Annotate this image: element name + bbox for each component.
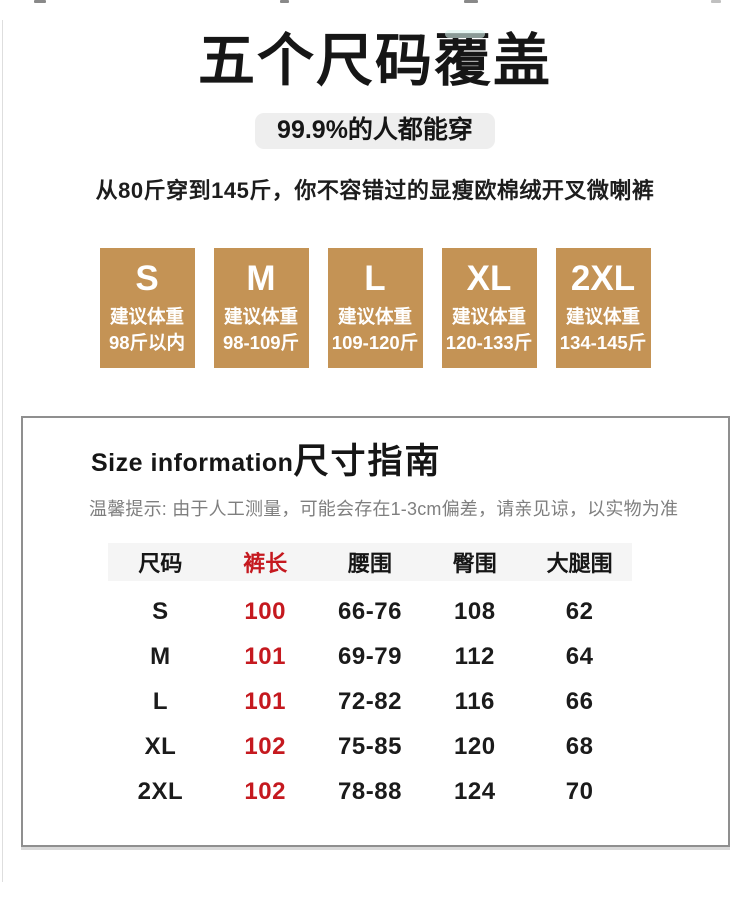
size-info-panel: Size information尺寸指南 温馨提示: 由于人工测量，可能会存在1… [21,416,730,847]
size-card-range: 98斤以内 [108,331,186,353]
size-card-label: 建议体重 [109,305,184,327]
cell-hip: 116 [454,687,495,715]
cell-hip: 108 [454,597,496,625]
size-card-size: M [246,258,276,298]
size-card-range: 98-109斤 [222,331,300,353]
table-row: M 101 69-79 112 64 [108,634,632,679]
col-header-thigh: 大腿围 [546,551,613,576]
cell-pant-length: 102 [244,777,286,805]
left-edge-hairline [2,20,3,882]
cell-hip: 124 [454,777,496,805]
coverage-badge: 99.9%的人都能穿 [255,113,495,149]
size-card-label: 建议体重 [337,305,412,327]
cell-waist: 66-76 [338,597,402,625]
table-row: XL 102 75-85 120 68 [108,724,632,769]
hero-subtitle: 从80斤穿到145斤，你不容错过的显瘦欧棉绒开叉微喇裤 [95,177,655,203]
table-row: S 100 66-76 108 62 [108,589,632,634]
cell-size: 2XL [137,777,184,805]
size-card-label: 建议体重 [451,305,526,327]
cell-hip: 120 [454,732,496,760]
size-info-title-zh: 尺寸指南 [293,442,442,481]
col-header-pant-length: 裤长 [243,551,288,576]
cell-size: L [152,687,168,715]
top-edge-artifact [34,0,46,3]
cell-size: M [150,642,171,670]
col-header-hip: 臀围 [452,551,497,576]
cell-pant-length: 101 [244,642,286,670]
size-card-label: 建议体重 [223,305,298,327]
size-table: 尺码 裤长 腰围 臀围 大腿围 S 100 66-76 108 62 M 101… [108,543,632,814]
measurement-note: 温馨提示: 由于人工测量，可能会存在1-3cm偏差，请亲见谅，以实物为准 [89,499,679,519]
cell-hip: 112 [454,642,495,670]
size-card-range: 109-120斤 [331,331,419,353]
cell-pant-length: 102 [244,732,286,760]
top-edge-artifact [280,0,289,3]
cell-pant-length: 101 [244,687,286,715]
faint-smudge-artifact [445,30,485,38]
col-header-waist: 腰围 [347,551,392,576]
cell-size: XL [144,732,177,760]
cell-waist: 75-85 [338,732,402,760]
size-card-range: 120-133斤 [445,331,533,353]
size-table-body: S 100 66-76 108 62 M 101 69-79 112 64 L … [108,589,632,814]
cell-thigh: 62 [565,597,594,625]
size-card-size: S [135,258,159,298]
size-card-label: 建议体重 [565,305,640,327]
cell-waist: 72-82 [338,687,402,715]
size-card-size: L [364,258,386,298]
cell-waist: 78-88 [338,777,402,805]
top-edge-artifact [464,0,478,3]
size-info-heading: Size information尺寸指南 [91,444,728,479]
cell-thigh: 70 [565,777,594,805]
size-card-xl: XL 建议体重 120-133斤 [441,247,537,368]
size-card-size: XL [466,258,512,298]
size-card-2xl: 2XL 建议体重 134-145斤 [555,247,651,368]
size-info-title-en: Size information [91,449,294,477]
page-title: 五个尺码覆盖 [198,29,552,93]
table-row: 2XL 102 78-88 124 70 [108,769,632,814]
cell-thigh: 64 [565,642,594,670]
table-row: L 101 72-82 116 66 [108,679,632,724]
cell-thigh: 68 [565,732,594,760]
hero-section: 五个尺码覆盖 99.9%的人都能穿 从80斤穿到145斤，你不容错过的显瘦欧棉绒… [0,0,750,205]
cell-pant-length: 100 [244,597,286,625]
size-card-s: S 建议体重 98斤以内 [99,247,195,368]
col-header-size: 尺码 [138,551,183,576]
cell-waist: 69-79 [338,642,402,670]
top-edge-artifact [711,0,721,3]
cell-thigh: 66 [565,687,594,715]
size-card-range: 134-145斤 [559,331,647,353]
size-card-size: 2XL [570,258,636,298]
size-card-l: L 建议体重 109-120斤 [327,247,423,368]
size-card-m: M 建议体重 98-109斤 [213,247,309,368]
cell-size: S [152,597,169,625]
size-table-header-row: 尺码 裤长 腰围 臀围 大腿围 [108,543,632,581]
size-cards-row: S 建议体重 98斤以内 M 建议体重 98-109斤 L 建议体重 109-1… [0,247,750,368]
